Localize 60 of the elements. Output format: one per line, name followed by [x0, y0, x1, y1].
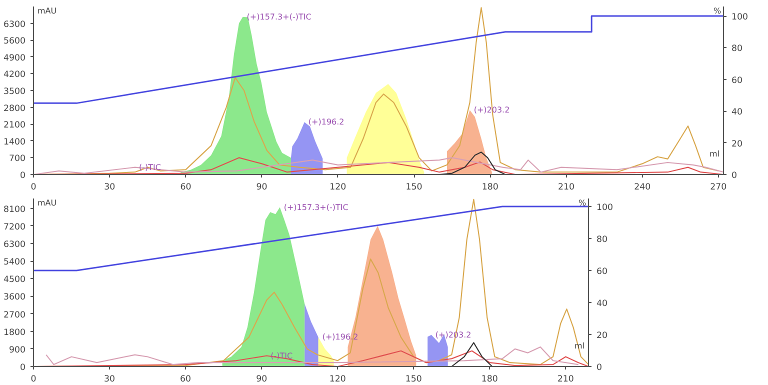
y-tick-label: 1800 — [3, 328, 26, 338]
y2-tick-label: 20 — [596, 331, 608, 341]
y2-tick-label: 100 — [732, 12, 748, 23]
y-tick-label: 2700 — [3, 310, 26, 320]
x-tick-label: 180 — [481, 374, 498, 384]
y2-tick-label: 40 — [596, 299, 608, 309]
y2-tick-label: 100 — [596, 203, 614, 213]
line-series — [438, 152, 506, 174]
y-tick-label: 5600 — [3, 36, 26, 47]
y-tick-label: 2100 — [3, 120, 26, 131]
y-tick-label: 900 — [8, 345, 26, 356]
y-tick-label: 4500 — [3, 275, 26, 286]
y-axis-title: mAU — [38, 6, 57, 16]
y-tick-label: 5400 — [3, 258, 26, 268]
x-tick-label: 210 — [558, 182, 574, 192]
y-tick-label: 6300 — [3, 20, 26, 30]
y-tick-label: 6300 — [3, 240, 26, 250]
x-tick-label: 210 — [557, 374, 574, 384]
y-tick-label: 4200 — [3, 70, 26, 80]
y-tick-label: 7200 — [3, 222, 26, 232]
y2-tick-label: 0 — [596, 363, 602, 373]
x-tick-label: 0 — [30, 374, 36, 384]
y2-tick-label: 40 — [732, 108, 743, 118]
y-tick-label: 1400 — [3, 137, 26, 148]
annotation: (+)196.2 — [308, 118, 344, 127]
y-tick-label: 2800 — [3, 104, 26, 114]
y2-tick-label: 20 — [732, 139, 743, 150]
y-tick-label: 3500 — [3, 87, 26, 97]
x-tick-label: 150 — [406, 182, 422, 192]
x-tick-label: 0 — [30, 182, 36, 192]
y-tick-label: 4900 — [3, 53, 26, 64]
y2-tick-label: 0 — [732, 171, 738, 181]
y2-axis-title: % — [578, 198, 586, 208]
y-tick-label: 700 — [8, 154, 26, 164]
y2-tick-label: 60 — [732, 76, 743, 86]
y-tick-label: 8100 — [3, 204, 26, 215]
x-tick-label: 150 — [405, 374, 422, 384]
x-tick-label: 240 — [634, 182, 651, 192]
y-axis-title: mAU — [38, 198, 57, 208]
x-tick-label: 30 — [104, 374, 116, 384]
y-tick-label: 0 — [20, 171, 26, 181]
annotation: (+)157.3+(-)TIC — [284, 202, 349, 212]
x-tick-label: 90 — [256, 374, 268, 384]
y-tick-label: 0 — [20, 363, 26, 373]
y2-tick-label: 80 — [596, 235, 608, 245]
y2-axis-title: % — [714, 6, 722, 16]
annotation: (-)TIC — [138, 162, 162, 172]
x-tick-label: 60 — [180, 374, 192, 384]
x-tick-label: 90 — [256, 182, 268, 192]
x-tick-label: 30 — [104, 182, 116, 192]
x-tick-label: 180 — [482, 182, 498, 192]
x-tick-label: 270 — [710, 182, 727, 192]
y2-tick-label: 80 — [732, 44, 743, 54]
x-tick-label: 60 — [180, 182, 192, 192]
y-tick-label: 3600 — [3, 292, 26, 303]
x-tick-label: 120 — [330, 182, 346, 192]
x-tick-label: 120 — [329, 374, 346, 384]
x-axis-title: ml — [710, 150, 720, 158]
y2-tick-label: 60 — [596, 267, 608, 277]
annotation: (+)157.3+(-)TIC — [246, 12, 312, 22]
